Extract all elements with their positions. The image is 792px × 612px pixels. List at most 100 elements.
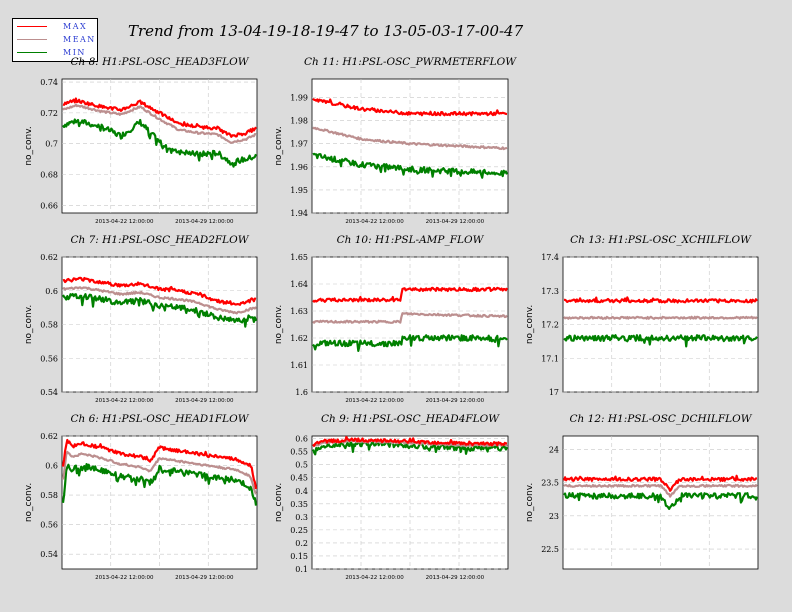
panel-title: Ch 11: H1:PSL-OSC_PWRMETERFLOW — [304, 56, 517, 68]
y-tick-label: 17.2 — [541, 321, 559, 330]
y-tick-label: 0.6 — [45, 287, 58, 296]
series-line-min — [62, 293, 258, 328]
series-line-mean — [563, 483, 758, 498]
x-tick-label: 2013-04-29 12:00:00 — [175, 398, 234, 404]
y-axis-label: no_conv. — [274, 305, 284, 344]
y-tick-label: 1.95 — [290, 186, 308, 195]
legend-swatch-mean — [17, 39, 47, 40]
x-tick-label: 2013-04-29 12:00:00 — [426, 398, 485, 404]
y-tick-label: 23.5 — [541, 479, 559, 488]
panel-title: Ch 9: H1:PSL-OSC_HEAD4FLOW — [321, 413, 500, 425]
series-line-min — [563, 492, 759, 510]
y-tick-label: 17.1 — [541, 354, 559, 363]
series-line-max — [312, 97, 508, 117]
y-tick-label: 0.56 — [40, 521, 58, 530]
series-line-mean — [312, 311, 508, 324]
y-tick-label: 1.62 — [290, 334, 308, 343]
x-tick-label: 2013-04-22 12:00:00 — [95, 575, 154, 581]
legend-item-max: MAX — [17, 21, 95, 33]
y-tick-label: 0.6 — [295, 435, 308, 444]
y-tick-label: 1.63 — [290, 307, 308, 316]
legend-label-max: MAX — [63, 22, 88, 31]
legend-swatch-min — [17, 52, 47, 53]
series-line-min — [312, 152, 509, 179]
panel-title: Ch 12: H1:PSL-OSC_DCHILFLOW — [570, 413, 753, 425]
series-line-max — [563, 296, 758, 304]
panel-title: Ch 13: H1:PSL-OSC_XCHILFLOW — [570, 234, 752, 246]
y-tick-label: 1.98 — [290, 117, 308, 126]
series-line-max — [312, 435, 508, 447]
y-tick-label: 1.61 — [290, 361, 308, 370]
series-line-min — [62, 118, 258, 168]
legend-item-mean: MEAN — [17, 34, 95, 46]
y-tick-label: 1.65 — [290, 253, 308, 262]
x-tick-label: 2013-04-29 12:00:00 — [175, 219, 234, 225]
legend-swatch-max — [17, 26, 47, 27]
y-tick-label: 0.56 — [40, 354, 58, 363]
y-tick-label: 0.54 — [40, 388, 58, 397]
y-axis-label: no_conv. — [525, 483, 535, 522]
legend: MAX MEAN MIN — [12, 18, 98, 62]
y-axis-label: no_conv. — [525, 305, 535, 344]
x-tick-label: 2013-04-22 12:00:00 — [345, 398, 404, 404]
y-tick-label: 0.66 — [40, 201, 58, 210]
y-axis-label: no_conv. — [274, 483, 284, 522]
y-tick-label: 0.6 — [45, 462, 58, 471]
y-tick-label: 24 — [549, 445, 559, 454]
figure-title: Trend from 13-04-19-18-19-47 to 13-05-03… — [128, 22, 524, 40]
x-tick-label: 2013-04-29 12:00:00 — [426, 575, 485, 581]
x-tick-label: 2013-04-22 12:00:00 — [95, 219, 154, 225]
x-tick-label: 2013-04-29 12:00:00 — [175, 575, 234, 581]
series-line-mean — [61, 450, 258, 495]
legend-label-mean: MEAN — [63, 35, 96, 44]
legend-label-min: MIN — [63, 48, 86, 57]
y-tick-label: 1.97 — [290, 140, 308, 149]
y-tick-label: 0.72 — [40, 109, 58, 118]
series-line-mean — [62, 103, 257, 144]
y-tick-label: 0.5 — [295, 461, 308, 470]
y-tick-label: 17.4 — [541, 253, 559, 262]
y-tick-label: 0.3 — [295, 513, 308, 522]
panel-title: Ch 10: H1:PSL-AMP_FLOW — [337, 234, 485, 246]
y-tick-label: 1.99 — [290, 93, 308, 102]
y-tick-label: 0.35 — [290, 500, 308, 509]
x-tick-label: 2013-04-22 12:00:00 — [345, 219, 404, 225]
y-axis-label: no_conv. — [24, 305, 34, 344]
y-tick-label: 0.2 — [295, 539, 308, 548]
series-line-max — [312, 286, 508, 303]
y-tick-label: 0.74 — [40, 78, 58, 87]
series-line-max — [62, 276, 257, 306]
y-tick-label: 1.6 — [295, 388, 308, 397]
y-tick-label: 1.94 — [290, 209, 308, 218]
y-tick-label: 0.62 — [40, 253, 58, 262]
y-tick-label: 0.55 — [290, 448, 308, 457]
y-tick-label: 0.1 — [295, 565, 308, 574]
series-line-min — [61, 463, 258, 506]
y-tick-label: 17.3 — [541, 287, 559, 296]
legend-item-min: MIN — [17, 47, 95, 59]
y-tick-label: 0.54 — [40, 550, 58, 559]
y-tick-label: 0.7 — [45, 140, 58, 149]
y-tick-label: 0.15 — [290, 552, 308, 561]
y-tick-label: 17 — [549, 388, 559, 397]
series-line-mean — [563, 315, 758, 320]
series-line-max — [562, 474, 758, 492]
series-line-max — [62, 97, 257, 138]
series-line-max — [61, 438, 258, 490]
panel-title: Ch 8: H1:PSL-OSC_HEAD3FLOW — [70, 56, 249, 68]
y-tick-label: 1.64 — [290, 280, 308, 289]
panel-title: Ch 6: H1:PSL-OSC_HEAD1FLOW — [70, 413, 249, 425]
y-tick-label: 1.96 — [290, 163, 308, 172]
series-line-mean — [312, 126, 508, 151]
y-tick-label: 0.58 — [40, 321, 58, 330]
y-tick-label: 0.58 — [40, 491, 58, 500]
panel-title: Ch 7: H1:PSL-OSC_HEAD2FLOW — [70, 234, 249, 246]
y-axis-label: no_conv. — [24, 483, 34, 522]
y-tick-label: 0.4 — [295, 487, 308, 496]
x-tick-label: 2013-04-22 12:00:00 — [95, 398, 154, 404]
x-tick-label: 2013-04-29 12:00:00 — [426, 219, 485, 225]
y-tick-label: 22.5 — [541, 545, 559, 554]
series-line-min — [312, 334, 508, 352]
